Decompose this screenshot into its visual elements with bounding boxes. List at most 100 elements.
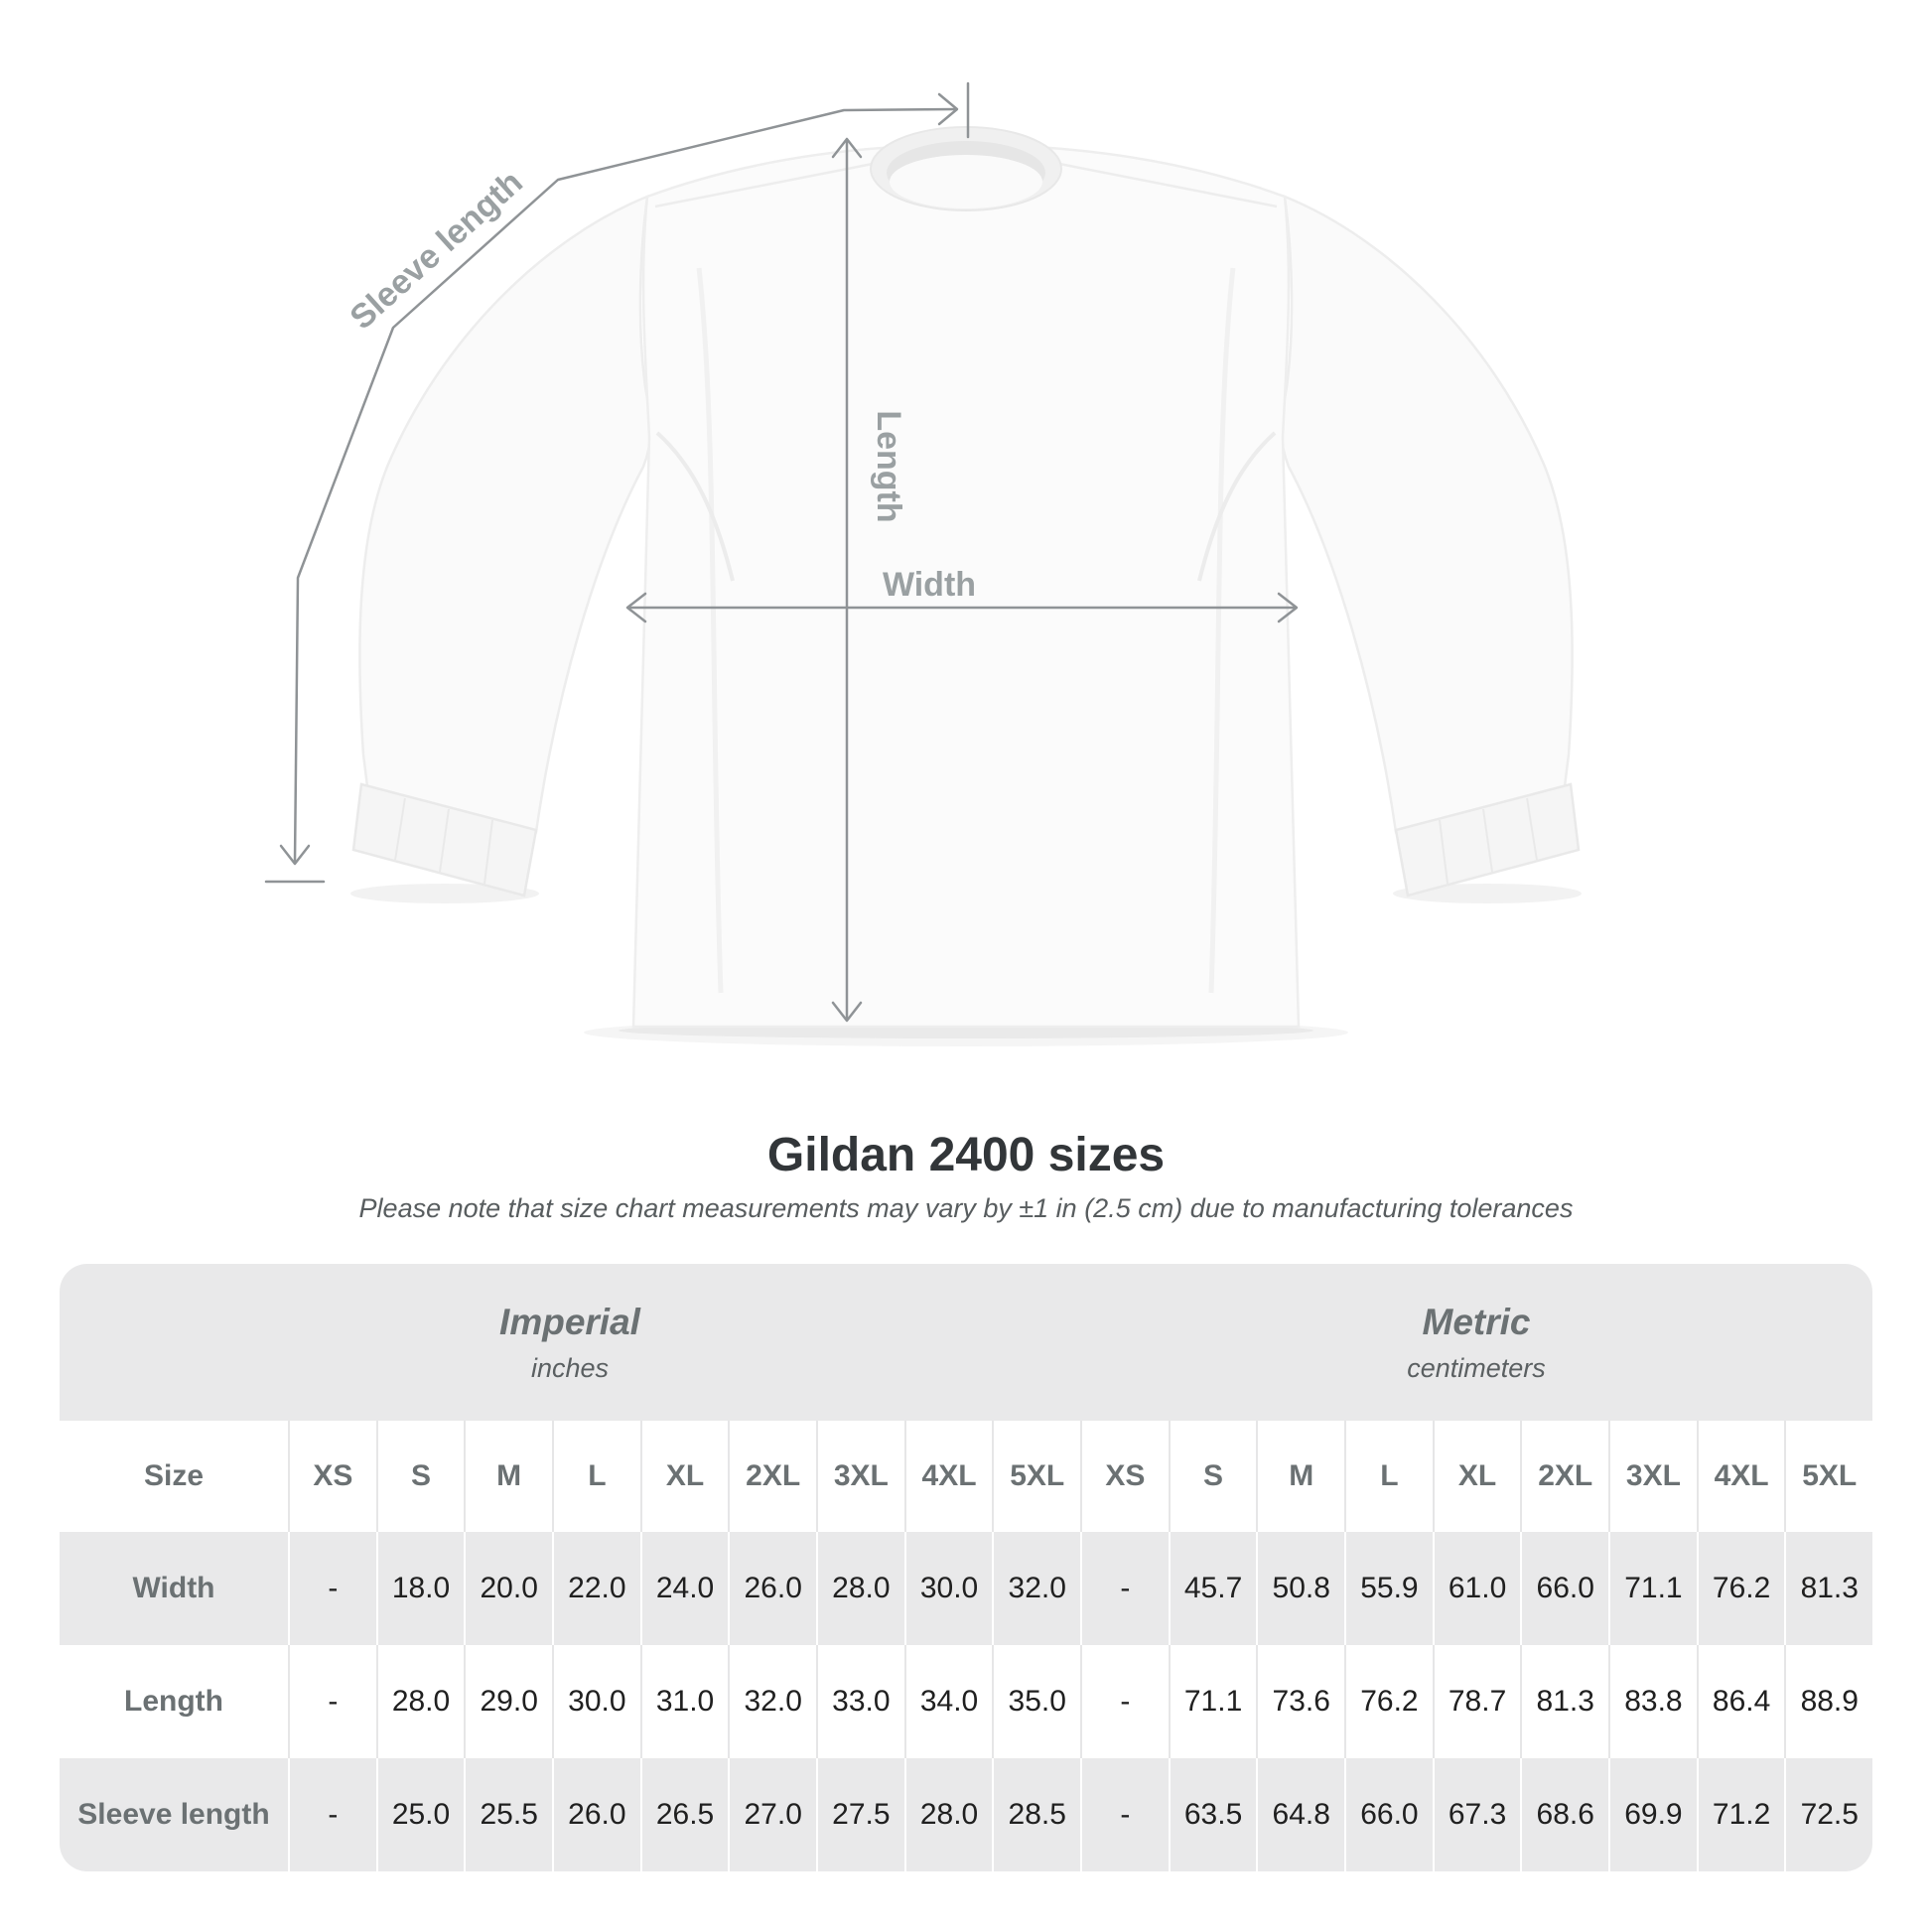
shoulder-seams: [654, 161, 1278, 208]
fold-lines: [696, 267, 1236, 994]
table-cell: 27.0: [728, 1758, 817, 1871]
table-cell: 28.5: [992, 1758, 1081, 1871]
table-cell: 25.5: [464, 1758, 553, 1871]
size-header-row: Size XS S M L XL 2XL 3XL 4XL 5XL XS S M L XL 2XL 3XL 4X…: [60, 1421, 1872, 1532]
size-header-cell: 3XL: [1608, 1421, 1697, 1532]
table-cell: 63.5: [1168, 1758, 1257, 1871]
metric-label: Metric: [1422, 1301, 1531, 1342]
table-cell: 26.0: [728, 1532, 817, 1645]
table-cell: 76.2: [1344, 1645, 1433, 1758]
table-cell: -: [1080, 1532, 1169, 1645]
table-cell: -: [1080, 1758, 1169, 1871]
shirt-body: [631, 143, 1301, 1029]
size-header-cell: 2XL: [1520, 1421, 1608, 1532]
table-cell: 68.6: [1520, 1758, 1609, 1871]
table-cell: 20.0: [464, 1532, 553, 1645]
table-cell: 18.0: [375, 1532, 465, 1645]
table-cell: 55.9: [1344, 1532, 1433, 1645]
table-cell: 72.5: [1784, 1758, 1873, 1871]
imperial-label: Imperial: [499, 1301, 640, 1342]
table-cell: 24.0: [639, 1532, 729, 1645]
table-cell: 71.1: [1608, 1532, 1697, 1645]
left-cuff-rib: [394, 797, 493, 885]
sleeve-length-arrow-down: [279, 844, 311, 866]
table-cell: 76.2: [1696, 1532, 1785, 1645]
table-cell: 29.0: [464, 1645, 552, 1758]
table-cell: -: [1080, 1645, 1169, 1758]
size-header-cell: XS: [1080, 1421, 1169, 1532]
table-cell: 50.8: [1256, 1532, 1345, 1645]
table-cell: -: [288, 1758, 376, 1871]
sleeve-length-arrow-right: [937, 92, 959, 126]
size-header-cell: XL: [1432, 1421, 1521, 1532]
imperial-group-header: Imperial inches: [60, 1264, 1080, 1421]
right-cuff-rib: [1439, 797, 1538, 885]
table-row-sleeve-length: Sleeve length -25.0 25.5 26.0 26.5 27.0 27.5 2…: [60, 1758, 1873, 1871]
measurement-annotations: [264, 81, 1299, 1023]
length-label: Length: [870, 410, 907, 522]
table-cell: 71.1: [1168, 1645, 1257, 1758]
table-cell: 64.8: [1256, 1758, 1345, 1871]
table-row-width: Width -18.0 20.0 22.0 24.0 26.0 28.0 30.0 32.0 …: [60, 1532, 1873, 1645]
table-cell: 26.0: [552, 1758, 640, 1871]
table-cell: 78.7: [1432, 1645, 1521, 1758]
imperial-unit: inches: [530, 1352, 610, 1383]
size-header-cell: M: [1256, 1421, 1344, 1532]
size-header-cell: XL: [639, 1421, 729, 1532]
right-sleeve: [1280, 195, 1574, 834]
table-cell: 33.0: [816, 1645, 904, 1758]
size-header-cell: 3XL: [816, 1421, 904, 1532]
table-cell: 66.0: [1344, 1758, 1433, 1871]
unit-group-header: Imperial inches Metric centimeters: [60, 1264, 1872, 1421]
size-header-cell: 2XL: [728, 1421, 816, 1532]
table-cell: 28.0: [903, 1758, 993, 1871]
table-cell: 30.0: [552, 1645, 640, 1758]
cuff-shadow-right: [1393, 884, 1582, 903]
table-cell: 28.0: [816, 1532, 904, 1645]
table-cell: 83.8: [1608, 1645, 1697, 1758]
size-header-cell: 4XL: [1696, 1421, 1785, 1532]
table-cell: 81.3: [1784, 1532, 1873, 1645]
table-cell: 28.0: [375, 1645, 465, 1758]
collar-opening: [890, 155, 1042, 208]
table-row-length: Length -28.0 29.0 30.0 31.0 32.0 33.0 34.0 35.0…: [60, 1645, 1872, 1758]
table-cell: -: [288, 1645, 376, 1758]
table-cell: 34.0: [903, 1645, 993, 1758]
table-cell: 30.0: [903, 1532, 993, 1645]
size-header-cell: L: [552, 1421, 640, 1532]
table-cell: 61.0: [1432, 1532, 1521, 1645]
size-header-cell: L: [1344, 1421, 1433, 1532]
cuff-shadow-left: [350, 884, 539, 903]
table-cell: 32.0: [992, 1532, 1081, 1645]
shirt-measurement-diagram: Sleeve length Length Width: [264, 81, 1582, 1038]
table-cell: 66.0: [1520, 1532, 1609, 1645]
table-cell: 67.3: [1432, 1758, 1521, 1871]
size-table: Imperial inches Metric centimeters Size …: [60, 1264, 1873, 1871]
table-cell: 32.0: [728, 1645, 816, 1758]
size-header-cell: XS: [288, 1421, 376, 1532]
width-arrow-left: [625, 592, 647, 623]
table-cell: 25.0: [375, 1758, 465, 1871]
table-cell: 71.2: [1696, 1758, 1785, 1871]
length-arrow-down: [831, 1001, 863, 1023]
table-cell: 69.9: [1608, 1758, 1697, 1871]
table-cell: 31.0: [639, 1645, 729, 1758]
metric-group-header: Metric centimeters: [1080, 1264, 1872, 1421]
table-cell: 81.3: [1520, 1645, 1608, 1758]
table-cell: 86.4: [1696, 1645, 1785, 1758]
table-cell: -: [288, 1532, 376, 1645]
row-label-length: Length: [124, 1685, 223, 1718]
table-cell: 35.0: [992, 1645, 1080, 1758]
size-header-cell: S: [375, 1421, 465, 1532]
left-sleeve: [358, 195, 652, 834]
table-cell: 27.5: [816, 1758, 904, 1871]
sleeve-length-measure-line: [293, 107, 957, 864]
page-subtitle: Please note that size chart measurements…: [358, 1193, 1574, 1223]
size-header-cell: 5XL: [1784, 1421, 1872, 1532]
row-label-sleeve-length: Sleeve length: [60, 1758, 288, 1871]
table-cell: 88.9: [1784, 1645, 1872, 1758]
size-header-cell: 4XL: [903, 1421, 993, 1532]
size-corner-label: Size: [143, 1459, 205, 1492]
underarm-creases: [655, 431, 1277, 582]
